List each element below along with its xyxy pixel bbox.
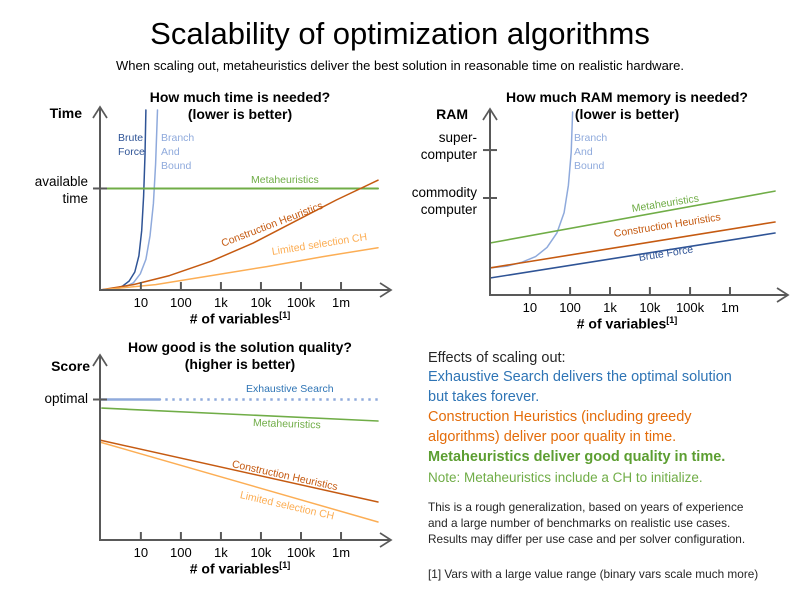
time-y-axis-label: Time (49, 105, 82, 121)
score-metaheuristics-curve-label: Metaheuristics (252, 417, 321, 432)
x-tick-label: 10 (133, 545, 149, 560)
x-tick-label: 10k (639, 300, 661, 315)
time-chart-title-line2: (lower is better) (187, 106, 293, 122)
page-title: Scalability of optimization algorithms (150, 16, 650, 51)
series-line (99, 439, 379, 503)
score-x-axis-label: # of variables[1] (95, 560, 385, 577)
page-subtitle: When scaling out, metaheuristics deliver… (116, 58, 684, 73)
score-chart-title-line2: (higher is better) (184, 356, 296, 372)
brute-force-curve-label: Brute Force (118, 132, 145, 158)
score-chart-title-line1: How good is the solution quality? (128, 339, 352, 355)
x-tick-label: 100 (170, 295, 192, 310)
series-line (99, 441, 379, 523)
x-tick-label: 1k (214, 295, 228, 310)
score-x-axis-label-text: # of variables (189, 560, 280, 577)
x-tick-label: 1k (214, 545, 228, 560)
x-tick-label: 100k (286, 545, 316, 560)
metaheuristics-curve-label: Metaheuristics (251, 174, 319, 186)
series-line (101, 407, 379, 422)
series-line (99, 246, 379, 291)
time-x-axis-label: # of variables[1] (95, 310, 385, 327)
x-tick-label: 1m (720, 300, 739, 315)
x-tick-label: 100k (675, 300, 705, 315)
available-time-label: available time (34, 174, 88, 206)
x-tick-label: 100 (559, 300, 581, 315)
series-line (489, 221, 776, 269)
disclaimer-line3: Results may differ per use case and per … (428, 532, 746, 546)
commodity-computer-label: commodity computer (411, 185, 477, 217)
x-tick-label: 1m (331, 545, 351, 560)
x-axis-arrow-icon (379, 532, 393, 548)
effects-metaheuristics-line: Metaheuristics deliver good quality in t… (428, 449, 726, 465)
y-axis-arrow-icon (92, 105, 108, 119)
effects-construction-line2: algorithms) deliver poor quality in time… (428, 429, 677, 445)
time-x-axis-footnote-ref: [1] (279, 310, 291, 320)
ram-chart-title-line1: How much RAM memory is needed? (506, 89, 748, 105)
x-tick-label: 1m (331, 295, 351, 310)
x-tick-label: 100k (286, 295, 316, 310)
x-tick-label: 10 (133, 295, 149, 310)
series-line (99, 179, 379, 291)
ram-x-axis-label: # of variables[1] (477, 315, 777, 332)
x-tick-label: 100 (170, 545, 192, 560)
x-tick-label: 10 (522, 300, 538, 315)
y-axis-arrow-icon (92, 353, 108, 367)
disclaimer-line2: and a large number of benchmarks on real… (428, 516, 731, 530)
exhaustive-search-curve-label: Exhaustive Search (246, 383, 334, 395)
score-y-axis-label: Score (51, 358, 90, 374)
x-tick-label: 10k (250, 295, 272, 310)
ram-branch-and-bound-curve-label: Branch And Bound (574, 132, 608, 172)
y-axis-arrow-icon (482, 107, 498, 121)
branch-and-bound-curve-label: Branch And Bound (161, 132, 195, 172)
effects-exhaustive-line1: Exhaustive Search delivers the optimal s… (428, 369, 732, 385)
series-line (489, 232, 776, 279)
time-chart-title-line1: How much time is needed? (149, 89, 331, 105)
effects-note: Note: Metaheuristics include a CH to ini… (428, 470, 703, 485)
x-tick-label: 1k (603, 300, 617, 315)
footnote-text: [1] Vars with a large value range (binar… (428, 567, 759, 581)
score-x-axis-footnote-ref: [1] (279, 560, 291, 570)
super-computer-label: super-computer (420, 130, 477, 162)
ram-chart-title: How much RAM memory is needed? (lower is… (477, 89, 777, 123)
series-line (489, 111, 574, 269)
score-chart-title: How good is the solution quality? (highe… (95, 339, 385, 373)
x-tick-label: 10k (250, 545, 272, 560)
ram-y-axis-label: RAM (436, 106, 468, 122)
time-chart-title: How much time is needed? (lower is bette… (95, 89, 385, 123)
disclaimer-line1: This is a rough generalization, based on… (428, 500, 744, 514)
x-axis-arrow-icon (776, 287, 790, 303)
ram-x-axis-footnote-ref: [1] (666, 315, 678, 325)
effects-exhaustive-line2: but takes forever. (428, 389, 540, 405)
x-axis-arrow-icon (379, 282, 393, 298)
ram-x-axis-label-text: # of variables (576, 315, 667, 332)
optimal-label: optimal (44, 391, 88, 406)
effects-construction-line1: Construction Heuristics (including greed… (428, 409, 692, 425)
series-line (489, 190, 776, 244)
ram-chart-title-line2: (lower is better) (574, 106, 680, 122)
time-x-axis-label-text: # of variables (189, 310, 280, 327)
effects-heading: Effects of scaling out: (428, 350, 566, 366)
